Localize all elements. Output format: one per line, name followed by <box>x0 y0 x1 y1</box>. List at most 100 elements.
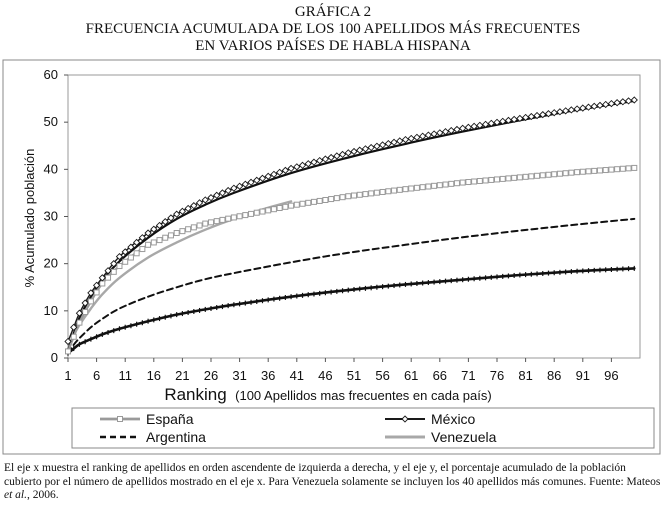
marker-mexico <box>344 149 352 157</box>
marker-mexico <box>64 337 72 346</box>
marker-mexico <box>155 221 164 230</box>
x-tick-label: 1 <box>64 368 71 383</box>
legend-label-argentina: Argentina <box>146 429 206 445</box>
marker-mexico <box>121 248 129 256</box>
marker-espana <box>127 254 134 261</box>
marker-espana <box>528 173 535 180</box>
marker-espana <box>322 196 329 203</box>
marker-espana <box>105 274 112 281</box>
marker-mexico <box>115 252 124 261</box>
legend-label-mexico: México <box>431 411 476 427</box>
marker-espana <box>333 195 340 202</box>
marker-espana <box>453 180 460 187</box>
marker-mexico <box>184 204 192 213</box>
marker-espana <box>419 184 426 191</box>
marker-espana <box>150 239 157 246</box>
caption-italic: et al. <box>4 489 27 501</box>
x-tick-label: 31 <box>232 368 246 383</box>
marker-mexico <box>258 174 267 182</box>
caption-text: El eje x muestra el ranking de apellidos… <box>4 462 661 488</box>
marker-mexico <box>81 299 89 307</box>
marker-espana <box>379 188 386 195</box>
x-tick-label: 96 <box>604 368 618 383</box>
marker-espana <box>579 168 586 175</box>
x-tick-label: 56 <box>375 368 389 383</box>
marker-espana <box>310 198 317 205</box>
legend: España México Argentina Venezuela <box>100 411 497 445</box>
marker-espana <box>459 179 466 186</box>
marker-espana <box>551 171 558 178</box>
marker-mexico <box>304 160 312 168</box>
marker-espana <box>408 185 415 192</box>
marker-espana <box>511 174 518 181</box>
marker-mexico <box>150 225 158 233</box>
x-tick-label: 91 <box>576 368 590 383</box>
legend-marker-espana <box>117 416 123 422</box>
marker-mexico <box>218 189 227 197</box>
marker-espana <box>270 206 277 213</box>
legend-box <box>71 407 655 449</box>
marker-mexico <box>447 126 455 135</box>
marker-espana <box>76 319 83 326</box>
marker-espana <box>139 246 146 253</box>
marker-mexico <box>384 139 392 148</box>
marker-mexico <box>527 112 535 121</box>
marker-mexico <box>413 133 421 141</box>
marker-espana <box>328 196 335 203</box>
marker-mexico <box>350 147 358 156</box>
x-tick-label: 81 <box>518 368 532 383</box>
y-tick-label: 0 <box>51 350 58 365</box>
marker-mexico <box>459 124 467 132</box>
marker-espana <box>362 191 369 198</box>
x-axis-title: Ranking (100 Apellidos mas frecuentes en… <box>164 385 491 404</box>
marker-mexico <box>430 130 438 138</box>
marker-espana <box>305 199 312 206</box>
marker-mexico <box>241 180 249 188</box>
chart-title-line1: GRÁFICA 2 <box>294 4 372 20</box>
marker-espana <box>282 203 289 210</box>
legend-label-venezuela: Venezuela <box>431 429 497 445</box>
marker-mexico <box>98 274 106 282</box>
marker-mexico <box>510 115 518 124</box>
marker-espana <box>351 192 357 199</box>
marker-mexico <box>367 143 375 152</box>
y-tick-label: 60 <box>44 67 58 82</box>
plot-area <box>67 74 641 359</box>
marker-espana <box>436 182 443 189</box>
marker-mexico <box>481 120 490 128</box>
marker-mexico <box>92 281 101 289</box>
marker-espana <box>162 234 169 241</box>
x-tick-label: 86 <box>547 368 561 383</box>
marker-espana <box>219 216 226 223</box>
marker-mexico <box>401 135 410 144</box>
marker-espana <box>265 207 272 214</box>
marker-mexico <box>396 137 404 145</box>
marker-mexico <box>573 105 581 113</box>
marker-mexico <box>419 132 427 140</box>
marker-mexico <box>424 131 432 139</box>
marker-mexico <box>487 119 495 127</box>
marker-mexico <box>533 111 541 120</box>
marker-mexico <box>173 210 181 218</box>
marker-mexico <box>504 116 513 125</box>
marker-mexico <box>310 158 318 166</box>
marker-espana <box>482 177 489 184</box>
marker-espana <box>345 193 352 200</box>
marker-espana <box>505 175 512 182</box>
marker-mexico <box>247 178 255 186</box>
marker-mexico <box>499 117 507 126</box>
marker-espana <box>396 186 403 193</box>
marker-mexico <box>338 150 347 159</box>
marker-mexico <box>584 103 593 111</box>
marker-espana <box>339 194 346 201</box>
marker-mexico <box>590 102 598 110</box>
marker-mexico <box>281 166 289 175</box>
marker-espana <box>190 224 197 231</box>
marker-espana <box>368 190 375 197</box>
marker-mexico <box>253 176 261 184</box>
marker-espana <box>465 179 472 186</box>
y-tick-label: 50 <box>44 114 58 129</box>
marker-espana <box>259 208 266 215</box>
marker-espana <box>110 268 117 275</box>
